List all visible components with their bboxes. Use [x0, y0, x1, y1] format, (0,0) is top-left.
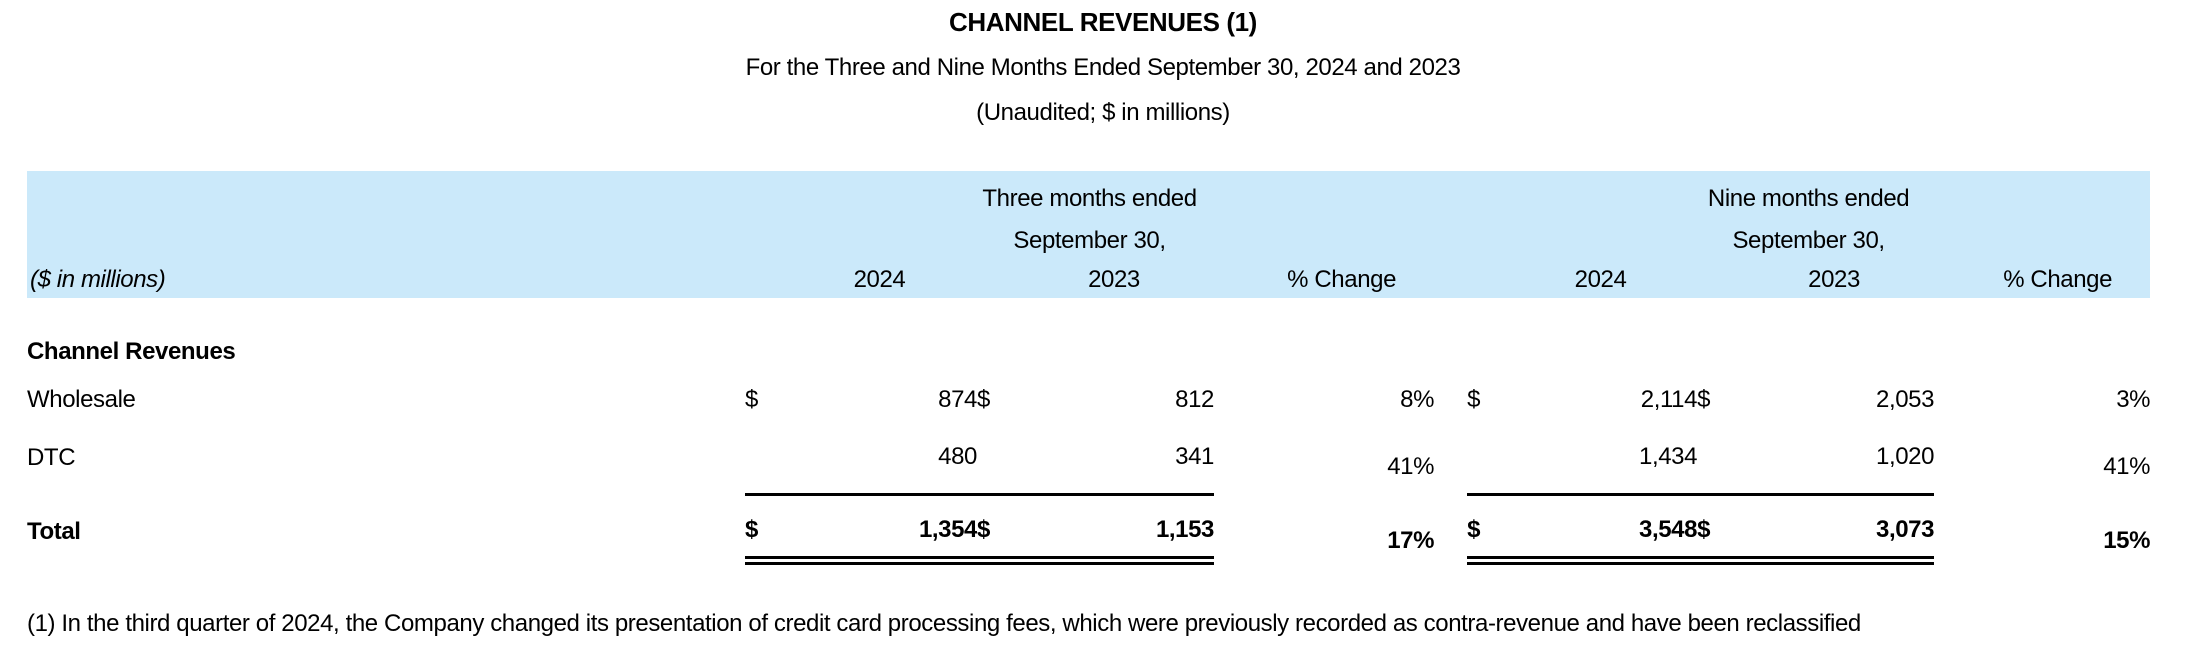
- dollar-sign: $: [745, 386, 758, 413]
- gap-cell: [1434, 424, 1467, 495]
- header-dollar-spacer: [1467, 261, 1505, 298]
- header-gap: [1434, 221, 1468, 261]
- page-subtitle-unaudited: (Unaudited; $ in millions): [976, 99, 1230, 126]
- header-dollar-spacer: [745, 261, 782, 298]
- total-tm-pct-change: 17%: [1387, 526, 1435, 554]
- dollar-sign: [745, 424, 782, 496]
- value-tm-pct-change: 8%: [1400, 386, 1435, 413]
- row-label: Wholesale: [27, 386, 136, 413]
- title-block: CHANNEL REVENUES (1) For the Three and N…: [0, 0, 2206, 135]
- col-header-tm-2023: 2023: [1014, 261, 1214, 298]
- header-dollar-spacer: [1697, 261, 1735, 298]
- dollar-sign: $: [977, 386, 990, 413]
- footnote-line-1: (1) In the third quarter of 2024, the Co…: [27, 610, 1861, 637]
- col-header-tm-pct-change: % Change: [1214, 261, 1435, 298]
- table-row-dtc: DTC 480 341 41% 1,434 1,020 41%: [27, 424, 2151, 496]
- dollar-sign: $: [1467, 386, 1481, 413]
- value-tm-2023: 341: [1014, 424, 1214, 496]
- col-header-nm-pct-change: % Change: [1934, 261, 2151, 298]
- page-title: CHANNEL REVENUES (1): [949, 7, 1257, 37]
- header-gap: [1434, 171, 1468, 221]
- col-header-nm-2023: 2023: [1734, 261, 1935, 298]
- dollar-sign: $: [1697, 494, 1735, 565]
- page-subtitle-period: For the Three and Nine Months Ended Sept…: [745, 54, 1461, 81]
- dollar-sign: $: [1467, 494, 1505, 565]
- dollar-sign: $: [977, 494, 1014, 565]
- header-spacer: [27, 221, 745, 261]
- dollar-sign: $: [1697, 386, 1711, 413]
- dollar-sign: $: [745, 494, 782, 565]
- dollar-sign: [1467, 424, 1505, 496]
- value-nm-2023: 2,053: [1876, 386, 1935, 413]
- value-tm-pct-change: 41%: [1387, 452, 1435, 480]
- header-gap: [1434, 261, 1468, 298]
- value-nm-2024: 1,434: [1504, 424, 1698, 496]
- row-label: DTC: [27, 443, 76, 471]
- value-tm-2024: 874: [938, 386, 977, 413]
- total-tm-2023: 1,153: [1014, 494, 1214, 565]
- total-nm-2024: 3,548: [1504, 494, 1698, 565]
- channel-revenues-table: Three months ended Nine months ended Sep…: [27, 171, 2151, 565]
- table-row-wholesale: Wholesale $ 874 $ 812 8% $ 2,114 $ 2,053…: [27, 376, 2150, 424]
- value-tm-2023: 812: [1175, 386, 1214, 413]
- corner-label: ($ in millions): [27, 261, 745, 298]
- group-header-nine-months: Nine months ended: [1467, 171, 2151, 221]
- col-header-tm-2024: 2024: [782, 261, 977, 298]
- value-nm-2023: 1,020: [1734, 424, 1935, 496]
- value-nm-pct-change: 3%: [2116, 386, 2151, 413]
- group-header-three-months: Three months ended: [745, 171, 1435, 221]
- section-header-label: Channel Revenues: [27, 338, 236, 365]
- header-dollar-spacer: [977, 261, 1014, 298]
- total-nm-pct-change: 15%: [2103, 526, 2151, 554]
- total-nm-2023: 3,073: [1734, 494, 1935, 565]
- table-header: Three months ended Nine months ended Sep…: [27, 171, 2151, 298]
- total-tm-2024: 1,354: [782, 494, 977, 565]
- dollar-sign: [1697, 424, 1735, 496]
- gap-cell: [1434, 495, 1467, 561]
- section-header-row: Channel Revenues: [27, 298, 2150, 376]
- group-subheader-three-months: September 30,: [745, 221, 1435, 261]
- table-row-total: Total $ 1,354 $ 1,153 17% $ 3,548 $ 3,07…: [27, 494, 2151, 565]
- group-subheader-nine-months: September 30,: [1467, 221, 2151, 261]
- row-label: Total: [27, 517, 81, 545]
- header-spacer: [27, 171, 745, 221]
- footnote: (1) In the third quarter of 2024, the Co…: [27, 601, 2190, 654]
- value-nm-pct-change: 41%: [2103, 452, 2151, 480]
- gap-cell: [1434, 376, 1467, 424]
- col-header-nm-2024: 2024: [1504, 261, 1698, 298]
- value-nm-2024: 2,114: [1640, 386, 1698, 413]
- dollar-sign: [977, 424, 1014, 496]
- footnote-line-2: as selling, general and administrative e…: [27, 646, 2190, 654]
- value-tm-2024: 480: [782, 424, 977, 496]
